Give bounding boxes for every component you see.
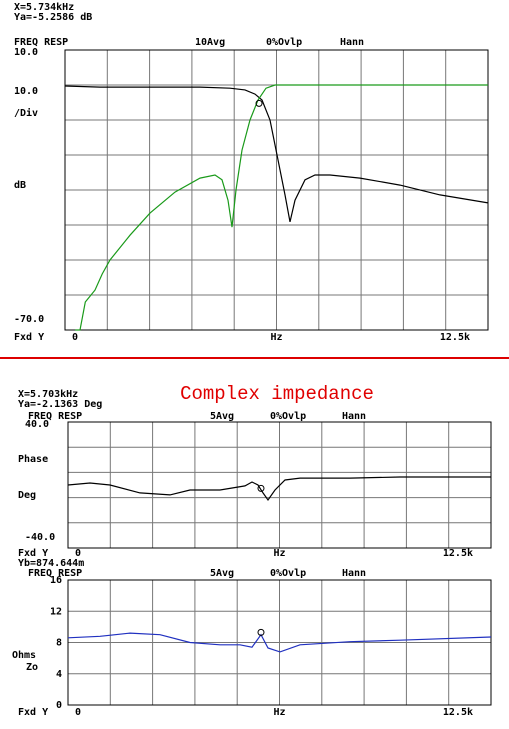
header-window: Hann bbox=[342, 411, 366, 422]
x-axis-label: Hz bbox=[273, 707, 285, 718]
header-measurement: FREQ RESP bbox=[28, 568, 82, 579]
header-measurement: FREQ RESP bbox=[14, 37, 68, 48]
header-measurement: FREQ RESP bbox=[28, 411, 82, 422]
header-window: Hann bbox=[342, 568, 366, 579]
header-window: Hann bbox=[340, 37, 364, 48]
header-averaging: 10Avg bbox=[195, 37, 225, 48]
x-tick-label: 12.5k bbox=[440, 332, 470, 343]
y-axis-label: Phase bbox=[18, 454, 48, 465]
readout: Ya=-5.2586 dB bbox=[14, 12, 92, 23]
x-tick-label: 0 bbox=[72, 332, 78, 343]
header-averaging: 5Avg bbox=[210, 411, 234, 422]
y-tick-label: 8 bbox=[56, 638, 62, 649]
y-axis-label: Zo bbox=[26, 662, 38, 673]
x-tick-label: 12.5k bbox=[443, 548, 473, 559]
chart-title: Complex impedance bbox=[180, 383, 374, 405]
x-tick-label: 0 bbox=[75, 707, 81, 718]
cursor-marker bbox=[255, 99, 263, 107]
y-tick-label: -70.0 bbox=[14, 314, 44, 325]
y-tick-label: 10.0 bbox=[14, 47, 38, 58]
y-axis-label: Deg bbox=[18, 490, 36, 501]
x-tick-label: 12.5k bbox=[443, 707, 473, 718]
readout: X=5.734kHz bbox=[14, 2, 74, 13]
y-mode: Fxd Y bbox=[18, 548, 48, 559]
y-axis-label: Ohms bbox=[12, 650, 36, 661]
series-line bbox=[67, 632, 492, 653]
y-tick-label: 12 bbox=[50, 606, 62, 617]
y-mode: Fxd Y bbox=[14, 332, 44, 343]
series-line bbox=[64, 85, 489, 223]
header-averaging: 5Avg bbox=[210, 568, 234, 579]
readout: Yb=874.644m bbox=[18, 558, 84, 569]
header-overlap: 0%Ovlp bbox=[266, 37, 302, 48]
plot-frame bbox=[64, 49, 489, 331]
cursor-marker bbox=[257, 484, 265, 492]
x-tick-label: 0 bbox=[75, 548, 81, 559]
cursor-marker bbox=[257, 628, 265, 636]
series-line bbox=[75, 84, 488, 331]
y-axis-label: /Div bbox=[14, 107, 38, 119]
y-tick-label: 0 bbox=[56, 700, 62, 711]
x-axis-label: Hz bbox=[273, 548, 285, 559]
y-tick-label: 40.0 bbox=[25, 419, 49, 430]
y-axis-label: dB bbox=[14, 180, 26, 191]
y-axis-label: 10.0 bbox=[14, 86, 38, 97]
header-overlap: 0%Ovlp bbox=[270, 411, 306, 422]
y-tick-label: 16 bbox=[50, 575, 62, 586]
x-axis-label: Hz bbox=[270, 332, 282, 343]
readout: X=5.703kHz bbox=[18, 389, 78, 400]
readout: Ya=-2.1363 Deg bbox=[18, 399, 102, 410]
y-tick-label: 4 bbox=[56, 669, 62, 680]
y-tick-label: -40.0 bbox=[25, 532, 55, 543]
header-overlap: 0%Ovlp bbox=[270, 568, 306, 579]
series-line bbox=[67, 476, 491, 502]
y-mode: Fxd Y bbox=[18, 707, 48, 718]
plot-frame bbox=[67, 579, 492, 706]
